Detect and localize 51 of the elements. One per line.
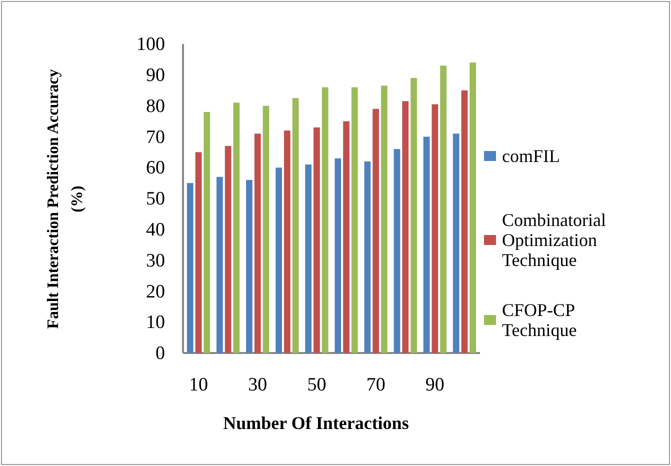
bar: [452, 134, 460, 353]
bar: [461, 90, 468, 353]
bar: [423, 136, 430, 353]
bar: [195, 152, 202, 353]
bar: [470, 62, 476, 353]
x-tick-label: 10: [189, 374, 208, 396]
legend-label: comFIL: [502, 146, 560, 166]
bar: [314, 127, 320, 353]
x-tick-label: 90: [425, 374, 444, 396]
bar: [262, 106, 270, 353]
bar: [246, 180, 252, 353]
bar: [186, 183, 194, 353]
bar: [364, 161, 371, 353]
y-tick-label: 70: [146, 126, 165, 148]
y-tick-label: 40: [146, 219, 165, 240]
x-tick-label: 50: [307, 374, 326, 396]
bar: [394, 149, 400, 353]
y-tick-label: 90: [146, 64, 165, 86]
bar: [402, 101, 409, 353]
bar: [381, 86, 388, 353]
bar: [204, 112, 210, 353]
y-tick-label: 50: [146, 188, 165, 210]
y-tick-label: 20: [146, 281, 165, 302]
x-tick-label: 70: [366, 374, 386, 396]
y-tick-label: 0: [156, 343, 165, 364]
legend-label: CFOP-CP Technique: [502, 300, 577, 340]
bar: [440, 66, 446, 353]
bar: [224, 146, 232, 353]
bar: [432, 104, 438, 353]
bar: [233, 102, 240, 353]
x-tick-label: 30: [248, 374, 268, 396]
bar: [292, 98, 299, 353]
bar: [305, 164, 312, 353]
y-tick-label: 80: [146, 96, 165, 117]
bar: [343, 121, 350, 353]
y-tick-label: 60: [146, 158, 165, 179]
y-axis-title: Fault Interaction Prediction Accuracy (%): [45, 69, 86, 329]
bar: [254, 134, 261, 353]
y-tick-label: 10: [146, 312, 165, 334]
bar: [284, 130, 290, 353]
bar: [351, 87, 358, 353]
x-axis-title: Number Of Interactions: [223, 413, 409, 433]
y-tick-label: 30: [146, 250, 165, 272]
y-tick-label: 100: [136, 34, 165, 56]
bar: [216, 176, 223, 353]
bar: [276, 168, 282, 353]
legend-label: Combinatorial Optimization Technique: [502, 210, 606, 270]
bar: [372, 108, 380, 353]
bar: [410, 78, 417, 353]
bar: [334, 158, 342, 353]
bar: [322, 87, 328, 353]
